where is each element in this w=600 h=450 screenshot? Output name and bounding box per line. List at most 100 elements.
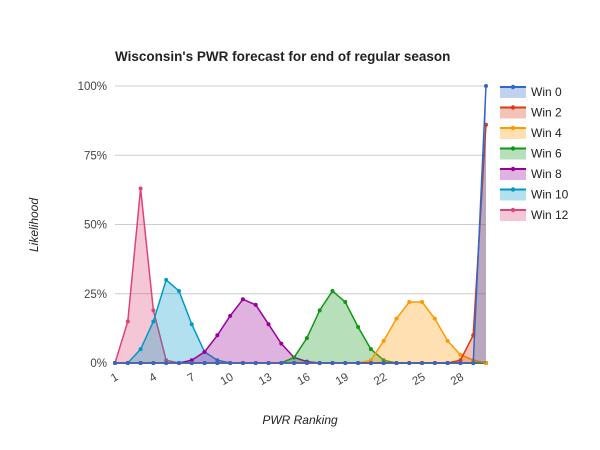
data-point <box>253 302 258 307</box>
data-point <box>484 84 488 88</box>
data-point <box>138 347 143 352</box>
data-point <box>240 361 245 365</box>
data-point <box>317 361 322 365</box>
data-point <box>407 361 412 365</box>
x-tick-label: 13 <box>257 371 274 388</box>
legend-swatch <box>500 128 526 139</box>
y-tick-label: 25% <box>84 289 107 301</box>
legend-label: Win 6 <box>531 147 562 161</box>
x-tick-label: 10 <box>219 371 236 388</box>
data-point <box>484 361 488 365</box>
data-point <box>420 300 425 305</box>
data-point <box>458 358 463 363</box>
data-point <box>228 361 233 365</box>
data-point <box>151 361 156 365</box>
data-point <box>471 361 476 365</box>
data-point <box>368 347 373 352</box>
data-point <box>228 313 233 318</box>
legend-swatch <box>500 210 526 221</box>
series-area <box>115 188 486 363</box>
y-tick-label: 0% <box>90 358 107 370</box>
data-point <box>445 361 450 365</box>
data-point <box>138 361 143 365</box>
x-tick-label: 16 <box>295 371 312 388</box>
legend-swatch <box>500 148 526 160</box>
legend[interactable]: Win 0 Win 2 Win 4 Win 6 Win 8 Win 10 Win 12 <box>500 84 569 222</box>
data-point <box>368 361 373 365</box>
legend-label: Win 2 <box>531 106 562 120</box>
data-point <box>164 277 169 282</box>
legend-item[interactable]: Win 12 <box>500 207 569 222</box>
legend-marker <box>510 207 516 213</box>
x-tick-label: 22 <box>372 371 389 388</box>
data-point <box>113 361 117 365</box>
legend-item[interactable]: Win 2 <box>500 105 562 120</box>
legend-item[interactable]: Win 4 <box>500 125 562 140</box>
legend-marker <box>510 187 516 192</box>
legend-label: Win 12 <box>531 208 569 222</box>
series-area <box>115 302 486 363</box>
data-point <box>151 308 156 313</box>
data-point <box>432 316 437 321</box>
x-tick-label: 1 <box>109 371 121 385</box>
x-axis-ticks: 1 4 7 10 13 16 19 22 25 28 <box>109 371 466 388</box>
data-point <box>458 352 463 357</box>
legend-swatch <box>500 169 526 180</box>
data-point <box>279 341 284 346</box>
data-point <box>343 300 348 305</box>
plot-area <box>113 84 488 365</box>
data-point <box>253 361 258 365</box>
data-point <box>445 338 450 343</box>
legend-swatch <box>500 189 526 201</box>
data-point <box>458 361 463 365</box>
legend-marker <box>510 105 516 110</box>
series-line <box>115 85 487 364</box>
data-point <box>125 361 130 365</box>
data-point <box>330 288 335 293</box>
data-point <box>215 358 220 363</box>
series-area <box>115 279 486 363</box>
data-point <box>432 361 437 365</box>
data-point <box>164 361 169 365</box>
data-point <box>394 316 399 321</box>
legend-marker <box>510 166 516 172</box>
data-point <box>304 361 309 365</box>
y-tick-label: 50% <box>84 220 107 232</box>
legend-label: Win 4 <box>531 126 562 140</box>
series-win-0 <box>113 84 488 365</box>
data-point <box>279 361 284 365</box>
legend-label: Win 8 <box>531 167 562 181</box>
data-point <box>356 324 361 329</box>
y-axis-ticks: 0% 25% 50% 75% 100% <box>78 81 107 370</box>
data-point <box>240 297 245 302</box>
data-point <box>202 361 207 365</box>
data-point <box>215 333 220 338</box>
data-point <box>330 361 335 365</box>
legend-marker <box>510 84 516 90</box>
data-point <box>215 361 220 365</box>
data-point <box>292 355 297 360</box>
data-point <box>176 288 181 293</box>
data-point <box>125 319 130 324</box>
y-tick-label: 100% <box>78 81 107 93</box>
data-point <box>189 358 194 363</box>
data-point <box>189 322 194 327</box>
legend-item[interactable]: Win 0 <box>500 84 562 99</box>
data-point <box>368 358 373 363</box>
data-point <box>420 361 425 365</box>
legend-item[interactable]: Win 10 <box>500 187 569 202</box>
data-point <box>266 361 271 365</box>
data-point <box>164 358 169 363</box>
data-point <box>304 336 309 341</box>
data-point <box>356 361 361 365</box>
legend-swatch <box>500 87 526 98</box>
chart-title: Wisconsin's PWR forecast for end of regu… <box>115 49 450 64</box>
legend-item[interactable]: Win 6 <box>500 146 562 161</box>
legend-marker <box>510 146 516 151</box>
x-tick-label: 28 <box>449 371 466 388</box>
x-tick-label: 25 <box>410 371 427 388</box>
legend-label: Win 0 <box>531 85 562 99</box>
x-axis-title: PWR Ranking <box>262 413 338 427</box>
data-point <box>381 358 386 363</box>
legend-item[interactable]: Win 8 <box>500 166 562 181</box>
